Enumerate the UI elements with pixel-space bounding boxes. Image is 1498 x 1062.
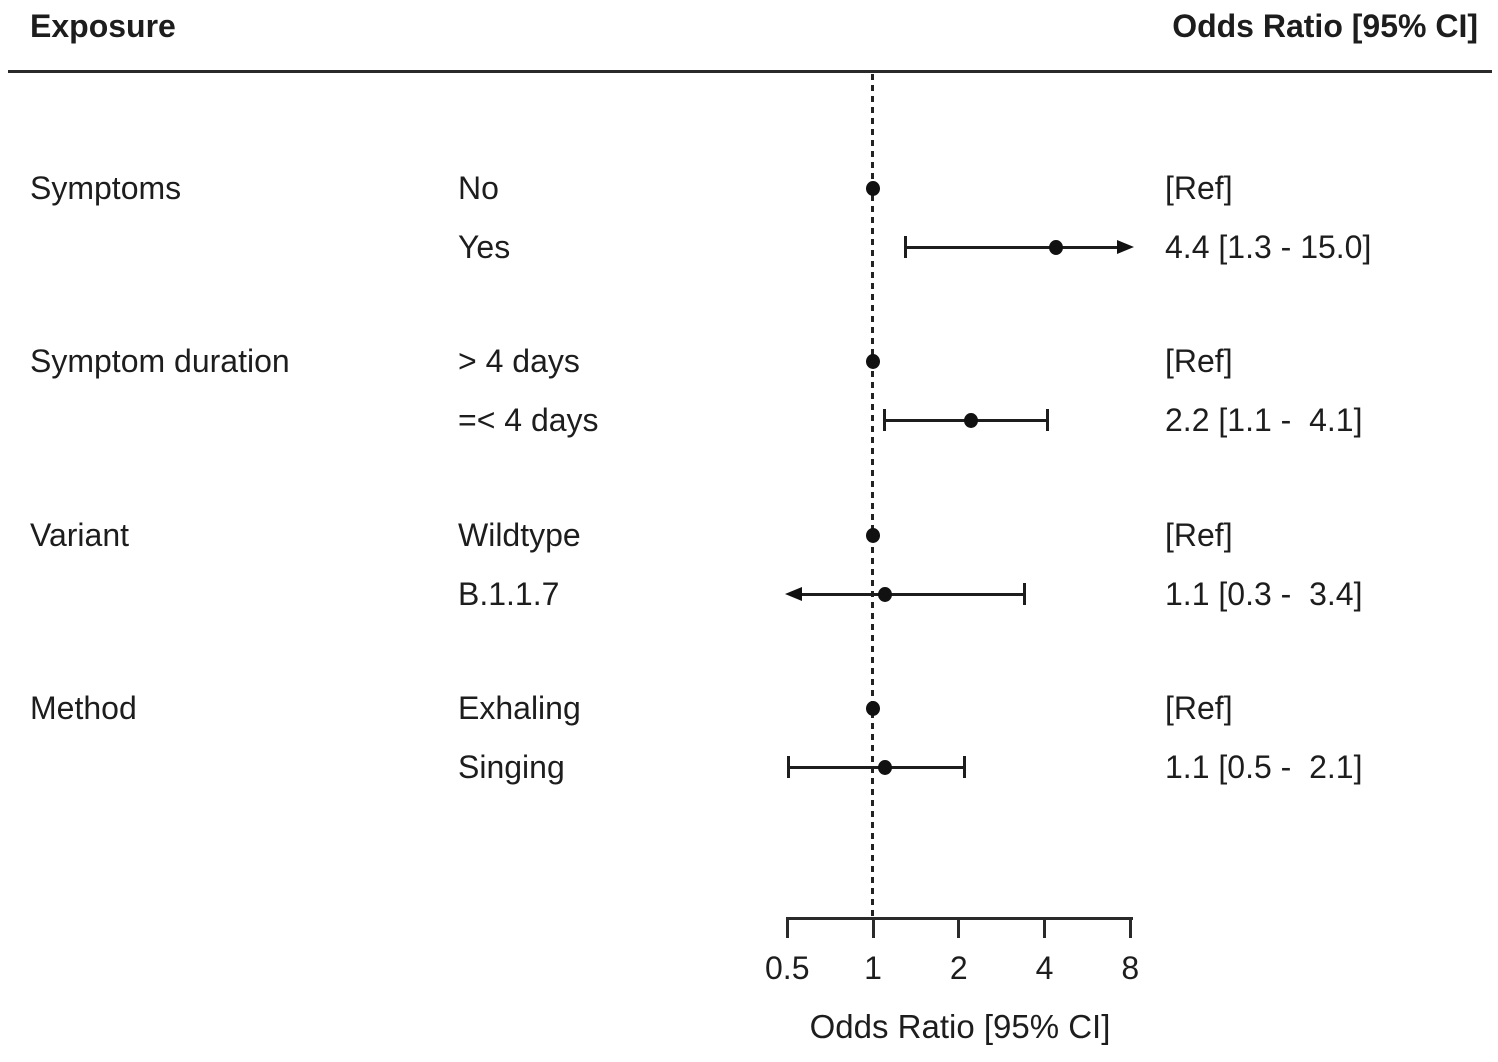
level-label: Singing xyxy=(458,749,565,785)
exposure-group-label: Variant xyxy=(30,517,130,553)
point-estimate xyxy=(1049,239,1064,255)
ci-cap-left xyxy=(903,236,907,258)
level-label: > 4 days xyxy=(458,343,580,379)
x-axis-tick xyxy=(785,917,789,938)
header-rule xyxy=(8,70,1492,73)
x-axis-tick-label: 2 xyxy=(949,950,968,986)
point-estimate xyxy=(963,412,978,428)
exposure-group-label: Symptoms xyxy=(30,170,182,206)
estimate-value: [Ref] xyxy=(1165,170,1233,206)
level-label: Exhaling xyxy=(458,690,581,726)
x-axis-tick-label: 4 xyxy=(1035,950,1054,986)
reference-point xyxy=(866,527,880,543)
ci-cap-left xyxy=(786,756,790,778)
level-label: No xyxy=(458,170,499,206)
point-estimate xyxy=(877,759,892,775)
x-axis-tick-label: 8 xyxy=(1121,950,1140,986)
level-label: Yes xyxy=(458,229,511,265)
reference-point xyxy=(866,700,880,716)
x-axis-tick xyxy=(871,917,875,938)
ci-line xyxy=(905,245,1119,249)
level-label: =< 4 days xyxy=(458,402,599,438)
reference-line xyxy=(871,74,874,918)
estimate-value: 1.1 [0.3 - 3.4] xyxy=(1165,576,1363,612)
x-axis-tick-label: 1 xyxy=(864,950,882,986)
level-label: Wildtype xyxy=(458,517,581,553)
x-axis-tick xyxy=(1128,917,1132,938)
level-label: B.1.1.7 xyxy=(458,576,560,612)
reference-point xyxy=(866,353,880,369)
estimate-value: 1.1 [0.5 - 2.1] xyxy=(1165,749,1363,785)
ci-cap-right xyxy=(963,756,967,778)
x-axis-tick xyxy=(1043,917,1046,938)
ci-line xyxy=(800,592,1025,596)
ci-cap-left xyxy=(883,409,887,431)
x-axis-tick xyxy=(957,917,961,938)
ci-line xyxy=(788,765,965,769)
x-axis-tick-label: 0.5 xyxy=(765,950,810,986)
x-axis-label: Odds Ratio [95% CI] xyxy=(809,1008,1111,1045)
estimate-value: [Ref] xyxy=(1165,690,1233,726)
reference-point xyxy=(866,180,880,196)
column-header-exposure: Exposure xyxy=(30,8,176,44)
exposure-group-label: Method xyxy=(30,690,137,726)
column-header-odds-ratio: Odds Ratio [95% CI] xyxy=(1172,8,1478,44)
ci-cap-right xyxy=(1046,409,1050,431)
exposure-group-label: Symptom duration xyxy=(30,343,290,379)
estimate-value: [Ref] xyxy=(1165,517,1233,553)
clip-arrow-right xyxy=(1117,240,1134,254)
estimate-value: 4.4 [1.3 - 15.0] xyxy=(1165,229,1372,265)
estimate-value: [Ref] xyxy=(1165,343,1233,379)
estimate-value: 2.2 [1.1 - 4.1] xyxy=(1165,402,1363,438)
ci-cap-right xyxy=(1022,583,1026,605)
clip-arrow-left xyxy=(785,587,802,601)
point-estimate xyxy=(877,586,892,602)
